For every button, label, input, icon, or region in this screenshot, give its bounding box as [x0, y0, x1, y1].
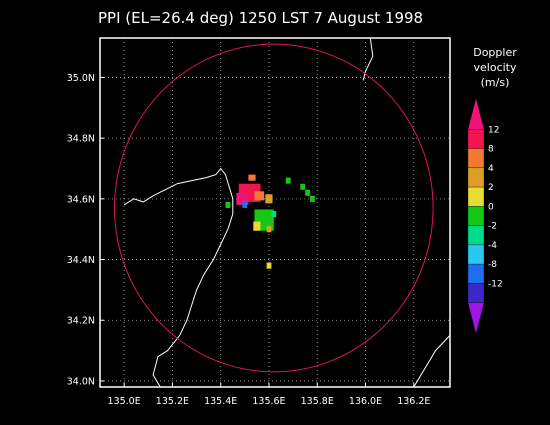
- lat-tick-label: 34.0N: [67, 376, 95, 387]
- map-title: PPI (EL=26.4 deg) 1250 LST 7 August 1998: [98, 9, 424, 27]
- coastline: [123, 167, 234, 388]
- colorbar-tick-label: 0: [488, 202, 494, 212]
- radar-echo: [265, 194, 273, 204]
- legend-title-line-1: Doppler: [473, 46, 517, 59]
- colorbar-tick-label: 8: [488, 145, 494, 155]
- colorbar-segment: [467, 148, 485, 168]
- radar-echo: [305, 189, 310, 196]
- radar-echo: [248, 174, 256, 181]
- map-frame: [99, 37, 451, 388]
- colorbar-tick-label: -2: [488, 222, 497, 232]
- radar-echo: [285, 177, 291, 184]
- lon-tick-label: 136.0E: [349, 396, 382, 407]
- colorbar-tick-label: 2: [488, 183, 494, 193]
- coastlines: [123, 37, 451, 388]
- lon-tick-label: 135.8E: [301, 396, 334, 407]
- radar-echo: [236, 192, 249, 205]
- radar-echo: [225, 201, 231, 208]
- colorbar-segment: [467, 97, 485, 130]
- radar-echoes: [225, 174, 315, 269]
- lat-tick-label: 35.0N: [67, 73, 95, 84]
- radar-echo: [300, 183, 306, 190]
- legend-title-line-3: (m/s): [481, 76, 510, 89]
- range-ring: [113, 43, 434, 373]
- lon-tick-label: 135.6E: [252, 396, 285, 407]
- lat-tick-label: 34.2N: [67, 316, 95, 327]
- colorbar-segment: [467, 225, 485, 246]
- lon-tick-labels: 135.0E 135.2E 135.4E 135.6E 135.8E 136.0E 136.…: [108, 396, 431, 407]
- legend-title-line-2: velocity: [474, 61, 517, 74]
- lon-tick-label: 135.2E: [156, 396, 189, 407]
- radar-echo: [310, 195, 315, 202]
- lat-tick-labels: 35.0N 34.8N 34.6N 34.4N 34.2N 34.0N: [67, 73, 95, 387]
- lat-tick-label: 34.8N: [67, 134, 95, 145]
- lon-tick-label: 136.2E: [397, 396, 430, 407]
- colorbar-segment: [467, 244, 485, 265]
- lat-tick-label: 34.4N: [67, 255, 95, 266]
- colorbar-segment: [467, 167, 485, 188]
- colorbar-segment: [467, 264, 485, 284]
- colorbar-segment: [467, 129, 485, 149]
- radar-echo: [271, 211, 277, 218]
- lon-tick-label: 135.0E: [108, 396, 141, 407]
- colorbar-tick-label: -4: [488, 241, 497, 251]
- colorbar-tick-label: -12: [488, 279, 503, 289]
- radar-echo: [266, 262, 272, 269]
- velocity-colorbar: Doppler velocity (m/s) 12 8 4 2 0 -2 -4 -8 -12: [467, 46, 517, 335]
- colorbar-segment: [467, 186, 485, 207]
- radar-echo: [253, 221, 261, 231]
- colorbar-tick-label: 12: [488, 125, 499, 135]
- colorbar-tick-label: -8: [488, 260, 497, 270]
- colorbar-tick-label: 4: [488, 164, 494, 174]
- lon-tick-label: 135.4E: [204, 396, 237, 407]
- colorbar-segment: [467, 302, 485, 335]
- coastline: [413, 335, 451, 388]
- radar-echo: [254, 191, 265, 201]
- coastline: [362, 37, 374, 81]
- radar-echo: [242, 201, 248, 208]
- lat-tick-label: 34.6N: [67, 194, 95, 205]
- colorbar-segment: [467, 206, 485, 226]
- radar-echo: [266, 226, 272, 233]
- colorbar-segment: [467, 283, 485, 303]
